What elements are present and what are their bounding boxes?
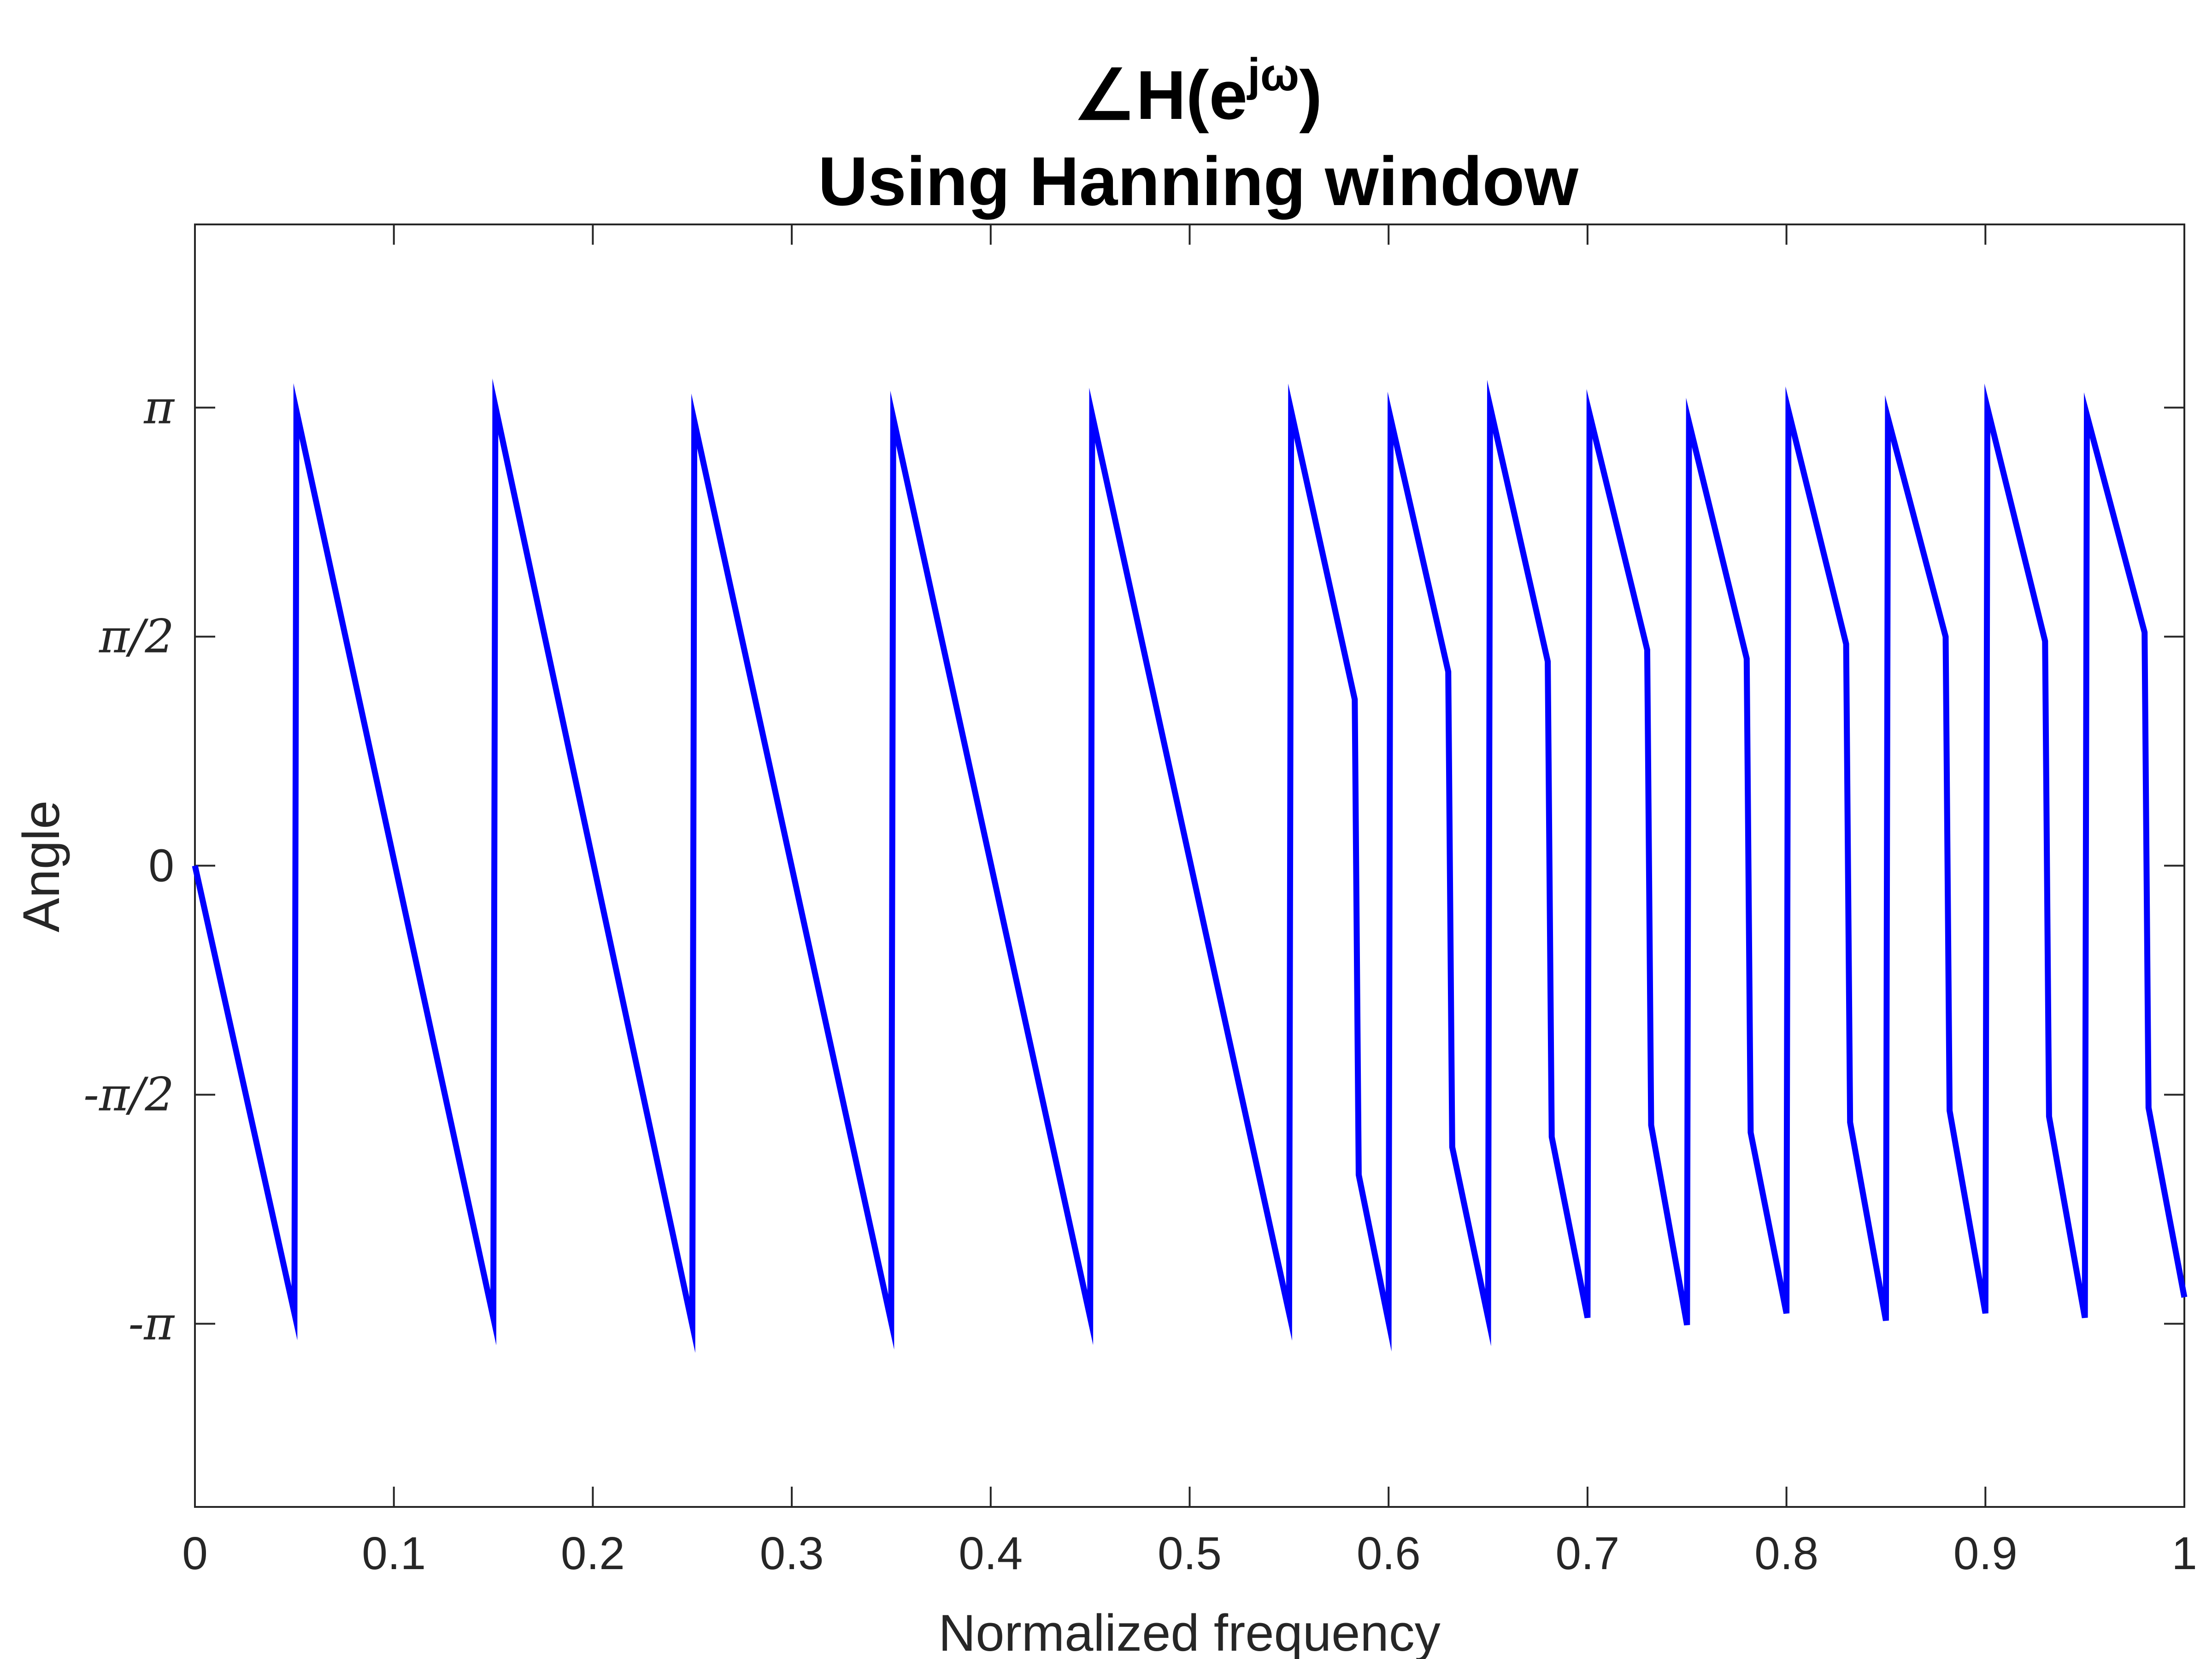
title-base: H(e [1136, 56, 1247, 134]
x-tick-label: 1 [2171, 1528, 2197, 1579]
x-tick-label: 0.2 [561, 1528, 625, 1579]
phase-series-line [192, 378, 2188, 1353]
title-superscript: jω [1247, 49, 1299, 100]
y-tick-label: -π/2 [83, 1067, 174, 1121]
x-tick-label: 0.3 [760, 1528, 824, 1579]
x-axis-label: Normalized frequency [938, 1604, 1440, 1659]
y-tick-label: π/2 [99, 610, 174, 664]
title-angle-symbol: ∠ [1074, 56, 1136, 134]
x-axis-ticks: 0 0.1 0.2 0.3 0.4 0.5 0.6 0.7 0.8 0.9 1 [182, 224, 2197, 1579]
x-tick-label: 0.4 [959, 1528, 1023, 1579]
series-layer [192, 378, 2188, 1353]
y-axis-ticks: -π -π/2 0 π/2 π [83, 381, 2184, 1350]
y-axis-label: Angle [12, 800, 70, 932]
chart-title-line2: Using Hanning window [818, 142, 1578, 220]
title-close: ) [1299, 56, 1322, 134]
y-tick-label: -π [128, 1296, 175, 1350]
x-tick-label: 0.1 [362, 1528, 426, 1579]
x-tick-label: 0 [182, 1528, 208, 1579]
chart-title-line1: ∠H(ejω) [1074, 49, 1322, 134]
y-tick-label: π [143, 381, 175, 435]
y-tick-label: 0 [148, 840, 174, 892]
x-tick-label: 0.9 [1953, 1528, 2018, 1579]
x-tick-label: 0.8 [1754, 1528, 1818, 1579]
x-tick-label: 0.7 [1555, 1528, 1619, 1579]
plot-area: 0 0.1 0.2 0.3 0.4 0.5 0.6 0.7 0.8 0.9 1 -π -π/2 0 π/2… [83, 224, 2197, 1579]
x-tick-label: 0.6 [1357, 1528, 1421, 1579]
x-tick-label: 0.5 [1158, 1528, 1222, 1579]
